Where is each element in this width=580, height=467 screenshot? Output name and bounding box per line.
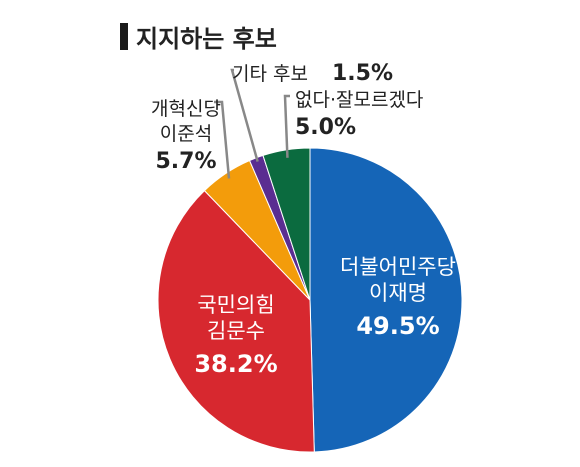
title-marker <box>120 23 128 50</box>
slice-2-party-label: 개혁신당 <box>151 98 221 120</box>
pie-slices <box>157 147 463 453</box>
leader-line-2 <box>214 100 231 179</box>
slice-1-party-label: 국민의힘 <box>197 293 274 317</box>
slice-0-value-label: 49.5% <box>356 312 439 340</box>
leader-line-4 <box>283 94 290 158</box>
slice-2-value-label: 5.7% <box>155 149 216 174</box>
slice-3-candidate-label: 기타 후보 <box>232 63 308 85</box>
slice-1-value-label: 38.2% <box>194 350 277 378</box>
slice-0-party-label: 더불어민주당 <box>340 255 456 279</box>
slice-4-candidate-label: 없다·잘모르겠다 <box>295 89 423 111</box>
slice-3-value-label: 1.5% <box>332 61 393 86</box>
slice-0-candidate-label: 이재명 <box>369 281 427 305</box>
slice-1-candidate-label: 김문수 <box>207 319 265 343</box>
pie-slice-1 <box>157 189 315 453</box>
slice-4-value-label: 5.0% <box>295 115 356 140</box>
chart-title: 지지하는 후보 <box>136 25 277 53</box>
leader-lines <box>214 68 290 179</box>
leader-line-3 <box>230 68 259 162</box>
pie-slice-0 <box>309 147 463 453</box>
slice-2-candidate-label: 이준석 <box>160 123 212 145</box>
